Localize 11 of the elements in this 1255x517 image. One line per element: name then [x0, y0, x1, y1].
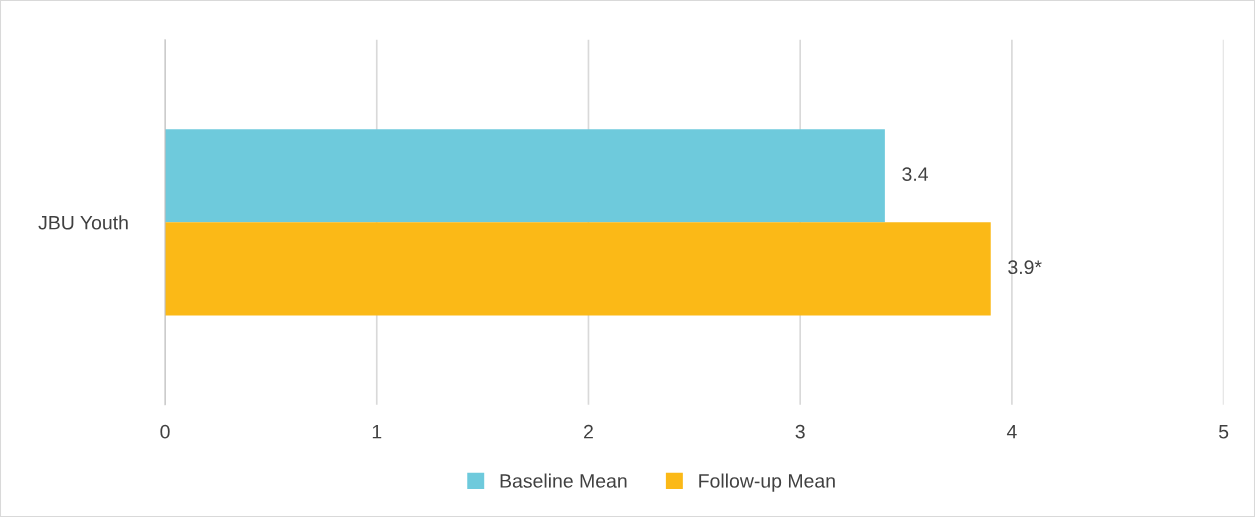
x-tick-label: 4 — [1006, 424, 1017, 439]
x-tick-label: 3 — [795, 424, 805, 439]
y-tick-label: JBU Youth — [38, 215, 128, 230]
x-tick-label: 0 — [160, 424, 170, 439]
x-tick-label: 2 — [584, 424, 593, 439]
data-label: 3.4 — [902, 167, 928, 181]
data-label: 3.9* — [1008, 260, 1042, 275]
x-tick-label: 1 — [372, 424, 382, 439]
legend-label: Baseline Mean — [500, 473, 627, 488]
x-tick-label: 5 — [1219, 424, 1229, 439]
legend-label: Follow-up Mean — [699, 473, 835, 492]
